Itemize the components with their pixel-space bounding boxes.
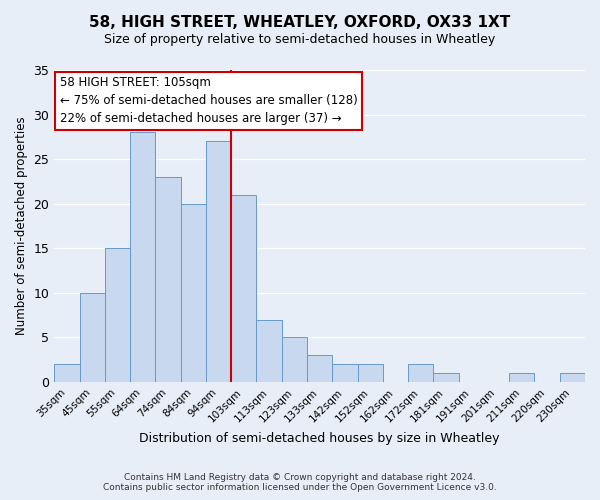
Bar [560,373,585,382]
Bar [155,177,181,382]
Bar [332,364,358,382]
Bar [54,364,80,382]
Bar [105,248,130,382]
Bar [231,195,256,382]
Bar [256,320,282,382]
Bar [408,364,433,382]
Bar [130,132,155,382]
Text: 58, HIGH STREET, WHEATLEY, OXFORD, OX33 1XT: 58, HIGH STREET, WHEATLEY, OXFORD, OX33 … [89,15,511,30]
Bar [307,355,332,382]
Bar [509,373,535,382]
Bar [80,293,105,382]
Bar [282,338,307,382]
X-axis label: Distribution of semi-detached houses by size in Wheatley: Distribution of semi-detached houses by … [139,432,500,445]
Text: Size of property relative to semi-detached houses in Wheatley: Size of property relative to semi-detach… [104,32,496,46]
Bar [181,204,206,382]
Bar [358,364,383,382]
Bar [206,142,231,382]
Bar [433,373,458,382]
Y-axis label: Number of semi-detached properties: Number of semi-detached properties [15,116,28,336]
Text: 58 HIGH STREET: 105sqm
← 75% of semi-detached houses are smaller (128)
22% of se: 58 HIGH STREET: 105sqm ← 75% of semi-det… [59,76,358,125]
Text: Contains HM Land Registry data © Crown copyright and database right 2024.
Contai: Contains HM Land Registry data © Crown c… [103,473,497,492]
